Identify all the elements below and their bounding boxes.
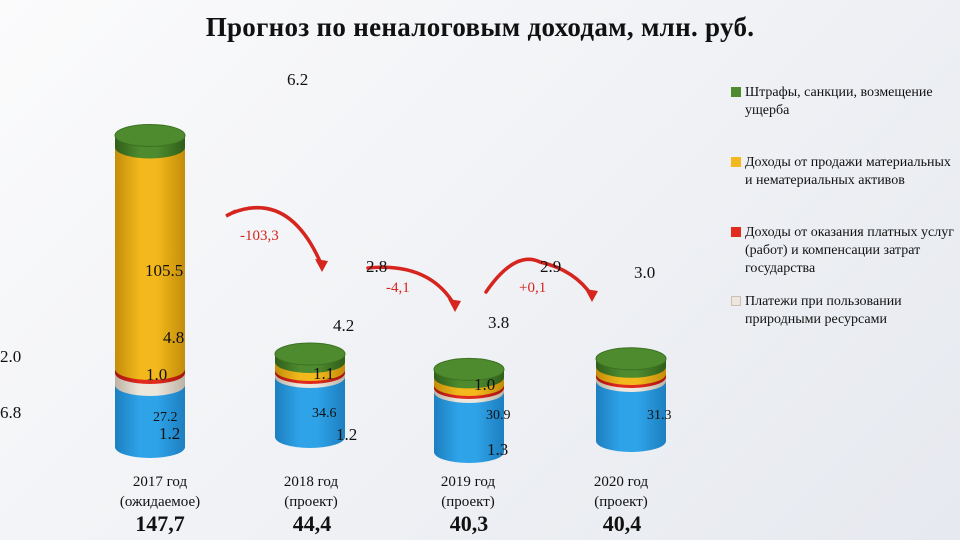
legend-swatch bbox=[731, 157, 741, 167]
value-label: 34.6 bbox=[312, 406, 337, 421]
bar-segment-edge bbox=[115, 358, 185, 380]
value-label: 1.0 bbox=[146, 365, 168, 384]
total-label: 40,3 bbox=[449, 511, 489, 536]
category-year: 2020 год bbox=[593, 474, 649, 490]
category-label-2018: 2018 год (проект) bbox=[236, 472, 386, 512]
value-label: 1.0 bbox=[474, 375, 496, 394]
change-label: +0,1 bbox=[519, 280, 547, 296]
value-label: 31.3 bbox=[647, 408, 672, 423]
category-label-2020: 2020 год (проект) bbox=[546, 472, 696, 512]
legend-label: Доходы от продажи материальных и нематер… bbox=[745, 155, 951, 188]
change-label: -4,1 bbox=[386, 280, 410, 296]
value-label: 105.5 bbox=[145, 261, 184, 280]
chart-title: Прогноз по неналоговым доходам, млн. руб… bbox=[205, 12, 755, 42]
category-year: 2017 год bbox=[132, 474, 188, 490]
bar-segment-edge bbox=[115, 436, 185, 458]
value-label: 6.8 bbox=[0, 403, 22, 422]
total-label: 40,4 bbox=[602, 511, 642, 536]
change-arrow bbox=[366, 265, 457, 308]
change-arrow bbox=[230, 205, 324, 268]
value-label: 2.0 bbox=[0, 347, 22, 366]
value-label: 4.2 bbox=[333, 316, 355, 335]
bar-segment-sales bbox=[115, 147, 185, 369]
change-arrowhead bbox=[315, 259, 328, 272]
value-label: 2.9 bbox=[540, 257, 562, 276]
bar-top-cap bbox=[274, 342, 346, 366]
category-label-2019: 2019 год (проект) bbox=[393, 472, 543, 512]
category-status: (ожидаемое) bbox=[119, 494, 201, 510]
value-label: 1.2 bbox=[159, 424, 181, 443]
change-arrow bbox=[484, 257, 594, 298]
change-arrowhead bbox=[585, 289, 598, 302]
legend-label: Доходы от оказания платных услуг (работ)… bbox=[745, 225, 954, 276]
value-label: 27.2 bbox=[153, 410, 178, 425]
legend-label: Штрафы, санкции, возмещение ущерба bbox=[745, 85, 933, 118]
change-arrow-tail bbox=[225, 209, 237, 218]
legend-swatch bbox=[731, 87, 741, 97]
value-label: 3.0 bbox=[634, 263, 656, 282]
bar-segment-edge bbox=[596, 430, 666, 452]
category-year: 2018 год bbox=[283, 474, 339, 490]
total-label: 147,7 bbox=[135, 511, 185, 536]
bar-top-cap bbox=[595, 347, 667, 371]
bar-segment-edge bbox=[434, 441, 504, 463]
bar-segment-edge bbox=[275, 426, 345, 448]
category-year: 2019 год bbox=[440, 474, 496, 490]
category-status: (проект) bbox=[284, 494, 338, 510]
change-arrowhead bbox=[448, 299, 461, 312]
value-label: 1.2 bbox=[336, 425, 358, 444]
legend-label: Платежи при пользовании природными ресур… bbox=[745, 294, 902, 327]
category-status: (проект) bbox=[441, 494, 495, 510]
value-label: 1.3 bbox=[487, 440, 509, 459]
value-label: 6.2 bbox=[287, 70, 309, 89]
category-status: (проект) bbox=[594, 494, 648, 510]
value-label: 3.8 bbox=[488, 313, 510, 332]
legend-swatch bbox=[731, 296, 741, 306]
total-label: 44,4 bbox=[292, 511, 332, 536]
category-label-2017: 2017 год (ожидаемое) bbox=[85, 472, 235, 512]
change-label: -103,3 bbox=[240, 228, 279, 244]
legend-swatch bbox=[731, 227, 741, 237]
value-label: 2.8 bbox=[366, 257, 388, 276]
value-label: 30.9 bbox=[486, 408, 511, 423]
value-label: 4.8 bbox=[163, 328, 185, 347]
bar-top-cap bbox=[114, 123, 186, 147]
bar-top-cap bbox=[433, 357, 505, 381]
value-label: 1.1 bbox=[313, 364, 335, 383]
